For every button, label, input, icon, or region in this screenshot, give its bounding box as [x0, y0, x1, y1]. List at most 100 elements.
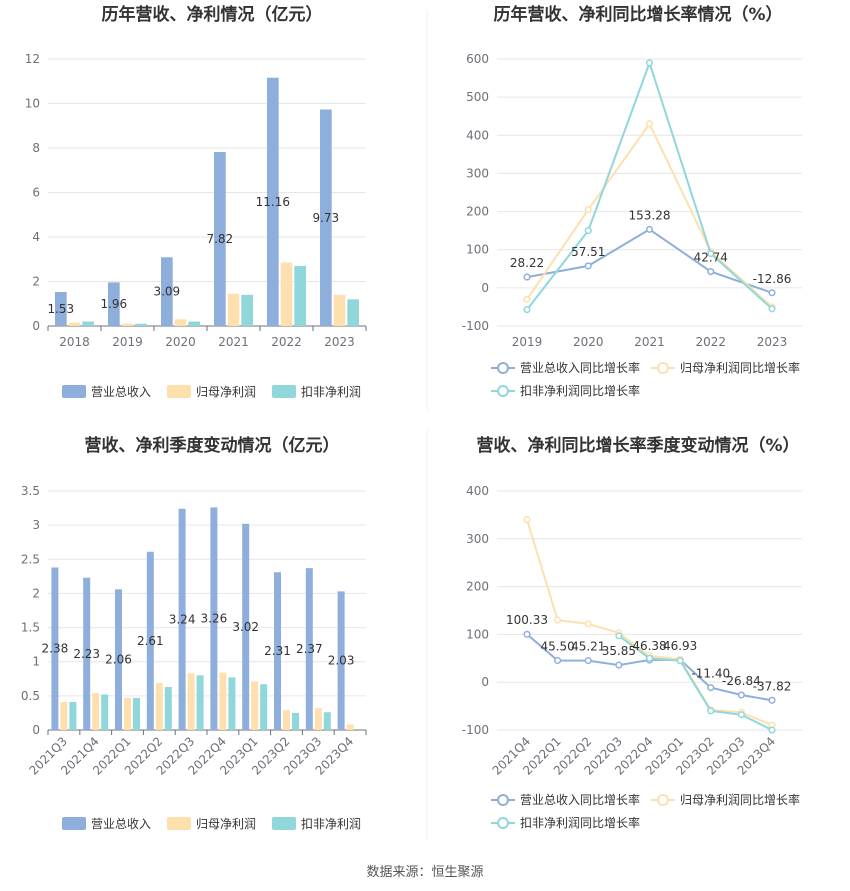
y-tick-label: 3.5 [21, 484, 40, 498]
data-point [707, 268, 715, 276]
bar [108, 282, 120, 326]
bar [124, 697, 131, 730]
bar [305, 568, 313, 730]
y-tick-label: 0 [481, 281, 489, 295]
y-tick-label: 0 [481, 675, 489, 689]
bar [320, 109, 332, 326]
y-tick-label: 600 [466, 52, 489, 66]
data-point [554, 656, 562, 665]
legend-label: 营业总收入同比增长率 [520, 360, 640, 375]
y-tick-label: 12 [25, 52, 40, 66]
annual-revenue-profit-chart: 历年营收、净利情况（亿元） 0 2 4 6 8 10 12 1.53 1.96 3.09 7.82 11… [25, 4, 367, 399]
bar-value-label: 2.23 [73, 647, 100, 661]
point-value-label: 46.38 [632, 639, 666, 653]
point-value-label: 28.22 [510, 256, 544, 270]
legend-label: 扣非净利润 [301, 385, 361, 399]
y-tick-label: 2.5 [21, 552, 40, 566]
legend-item: 扣非净利润同比增长率 [491, 815, 640, 830]
y-tick-label: 4 [32, 230, 40, 244]
data-point [707, 249, 715, 258]
bar [227, 293, 240, 326]
y-tick-label: 400 [466, 128, 489, 142]
data-point [584, 262, 592, 270]
legend-label: 归母净利润 [196, 385, 256, 399]
point-value-label: -37.82 [753, 679, 792, 693]
y-tick-label: 100 [466, 243, 489, 257]
y-tick-label: 200 [466, 205, 489, 219]
data-point [645, 654, 654, 662]
data-point [645, 120, 654, 128]
legend-label: 归母净利润同比增长率 [680, 360, 800, 375]
bar [196, 675, 204, 730]
bar [121, 323, 134, 326]
bar [346, 724, 354, 730]
y-tick-label: 6 [32, 186, 40, 200]
data-point [554, 616, 562, 624]
bar [241, 294, 253, 326]
bar-value-label: 2.03 [328, 654, 355, 668]
x-tick-label: 2020 [165, 335, 196, 349]
legend-label: 营业总收入同比增长率 [520, 792, 640, 807]
x-tick-label: 2022 [271, 335, 302, 349]
bar-value-label: 9.73 [312, 211, 339, 225]
bar-value-label: 2.38 [42, 642, 69, 656]
data-point [707, 684, 715, 692]
x-tick-label: 2021 [218, 335, 249, 349]
data-point [676, 657, 684, 665]
bar [274, 572, 282, 730]
bar-value-label: 3.26 [201, 612, 228, 626]
point-value-label: -12.86 [753, 272, 792, 286]
bar [178, 508, 186, 730]
bar [187, 673, 195, 730]
bar [51, 567, 59, 730]
data-point [523, 306, 531, 314]
legend-label: 归母净利润同比增长率 [680, 792, 800, 807]
legend-item: 归母净利润同比增长率 [651, 360, 800, 375]
bar [92, 693, 100, 730]
x-tick-label: 2023 [324, 335, 355, 349]
y-tick-label: 300 [466, 532, 489, 546]
x-tick-label: 2019 [512, 335, 543, 349]
y-tick-label: 0 [32, 723, 40, 737]
data-point [615, 661, 623, 669]
point-value-label: 45.50 [540, 639, 574, 653]
legend-label: 扣非净利润同比增长率 [520, 815, 640, 830]
bar [101, 694, 109, 730]
bar [283, 710, 290, 730]
x-tick-label: 2021 [634, 335, 665, 349]
bar [60, 702, 68, 730]
bar [219, 672, 227, 730]
bar [333, 294, 346, 326]
legend-swatch [272, 385, 296, 398]
bar-value-label: 7.82 [206, 232, 233, 246]
legend-item: 营业总收入同比增长率 [491, 360, 640, 375]
y-tick-label: 1.5 [21, 621, 40, 635]
bar [260, 684, 268, 730]
legend-item: 归母净利润 [167, 385, 256, 399]
bar [69, 702, 77, 730]
data-point [523, 273, 531, 281]
legend-swatch [62, 817, 86, 830]
point-value-label: 35.85 [602, 644, 636, 658]
bar [155, 682, 163, 730]
chart-title: 营收、净利季度变动情况（亿元） [85, 435, 340, 456]
bar [337, 591, 345, 730]
bar-value-label: 3.02 [232, 620, 259, 634]
y-tick-label: 2 [32, 275, 40, 289]
legend-item: 归母净利润 [167, 817, 256, 831]
legend-label: 扣非净利润 [301, 817, 361, 831]
bar-value-label: 11.16 [256, 195, 290, 209]
legend-item: 营业总收入 [62, 385, 151, 399]
bar [347, 299, 359, 326]
x-tick-label: 2022 [695, 335, 726, 349]
y-tick-label: 8 [32, 141, 40, 155]
data-point [584, 657, 592, 665]
legend-label: 归母净利润 [196, 817, 256, 831]
y-tick-label: 100 [466, 627, 489, 641]
y-tick-label: 400 [466, 484, 489, 498]
legend-swatch [167, 817, 191, 830]
legend-marker [497, 362, 509, 374]
data-point [584, 206, 592, 214]
y-tick-label: 0 [32, 319, 40, 333]
